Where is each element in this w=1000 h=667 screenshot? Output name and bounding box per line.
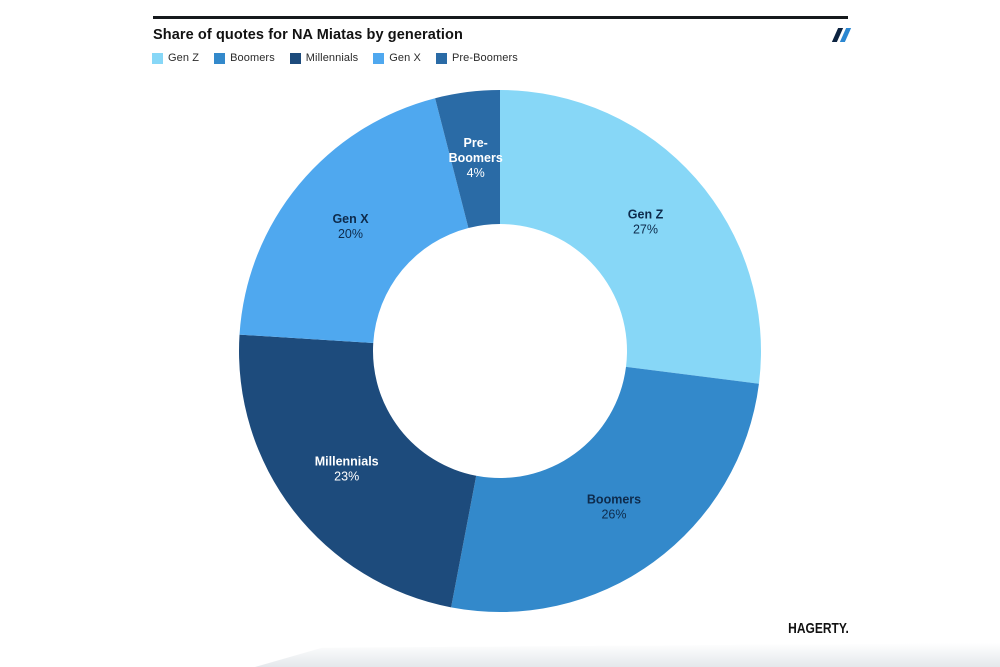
title-row: Share of quotes for NA Miatas by generat… bbox=[153, 26, 852, 46]
slice-label-value: 27% bbox=[633, 222, 658, 236]
legend-item: Gen Z bbox=[152, 52, 199, 64]
legend-swatch bbox=[152, 52, 163, 64]
slice-label-name: Pre- bbox=[464, 136, 488, 150]
slice-label-name: Boomers bbox=[587, 493, 641, 507]
slice-label-name: Gen Z bbox=[628, 207, 664, 221]
donut-slice-gen-x bbox=[239, 98, 469, 344]
donut-slice-gen-z bbox=[500, 90, 761, 384]
slice-label-name: Gen X bbox=[332, 212, 369, 226]
chart-legend: Gen Z Boomers Millennials Gen X Pre-Boomers bbox=[152, 52, 518, 64]
header-rule bbox=[153, 16, 848, 19]
legend-label: Pre-Boomers bbox=[451, 52, 518, 64]
legend-swatch bbox=[289, 52, 301, 64]
legend-swatch bbox=[435, 52, 447, 64]
hagerty-logo: HAGERTY. bbox=[788, 620, 849, 637]
legend-item: Gen X bbox=[373, 52, 421, 64]
legend-label: Gen Z bbox=[168, 52, 200, 64]
donut-slice-pre-boomers bbox=[435, 90, 500, 228]
slice-label-name: Boomers bbox=[449, 151, 503, 165]
legend-label: Millennials bbox=[305, 52, 359, 64]
donut-slice-millennials bbox=[239, 334, 477, 608]
legend-item: Boomers bbox=[214, 52, 275, 64]
legend-label: Boomers bbox=[230, 52, 275, 64]
legend-item: Millennials bbox=[289, 52, 359, 64]
slice-label-value: 4% bbox=[467, 166, 485, 180]
legend-swatch bbox=[214, 52, 226, 64]
chart-header: Share of quotes for NA Miatas by generat… bbox=[153, 16, 852, 46]
donut-slice-boomers bbox=[451, 366, 759, 613]
legend-label: Gen X bbox=[389, 52, 421, 64]
slice-label-value: 20% bbox=[338, 227, 363, 241]
chart-title: Share of quotes for NA Miatas by generat… bbox=[153, 27, 463, 43]
slice-label-name: Millennials bbox=[315, 455, 379, 469]
legend-item: Pre-Boomers bbox=[435, 52, 518, 64]
legend-swatch bbox=[373, 52, 385, 64]
slice-label-value: 23% bbox=[334, 470, 359, 484]
slice-label-value: 26% bbox=[601, 508, 626, 522]
